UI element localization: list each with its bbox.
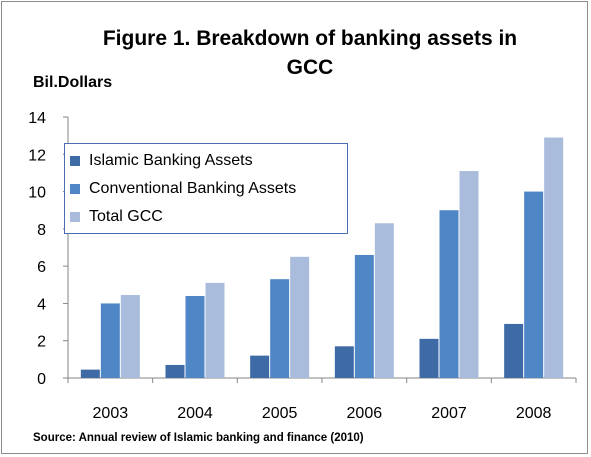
y-tick-label: 10 xyxy=(28,185,46,202)
y-tick-label: 12 xyxy=(28,147,46,164)
bar-conventional-banking-assets-2004 xyxy=(185,295,205,378)
x-tick-label: 2008 xyxy=(516,405,552,422)
bar-conventional-banking-assets-2006 xyxy=(354,254,374,378)
bar-total-gcc-2004 xyxy=(205,282,225,378)
bar-total-gcc-2008 xyxy=(544,137,564,378)
legend-swatch-islamic xyxy=(70,156,80,166)
source-note: Source: Annual review of Islamic banking… xyxy=(33,432,364,444)
legend-label-total: Total GCC xyxy=(89,208,163,225)
x-tick-label: 2004 xyxy=(177,405,213,422)
bar-total-gcc-2005 xyxy=(290,256,310,378)
bar-islamic-banking-assets-2004 xyxy=(165,364,185,378)
legend-item-total: Total GCC xyxy=(65,203,347,231)
x-tick-label: 2005 xyxy=(262,405,298,422)
legend-label-conventional: Conventional Banking Assets xyxy=(89,180,297,197)
bar-conventional-banking-assets-2005 xyxy=(270,279,290,378)
bar-total-gcc-2003 xyxy=(120,295,140,378)
y-tick-label: 6 xyxy=(37,259,46,276)
x-tick-label: 2003 xyxy=(93,405,129,422)
legend-item-conventional: Conventional Banking Assets xyxy=(65,175,347,203)
legend-label-islamic: Islamic Banking Assets xyxy=(89,152,253,169)
x-tick-label: 2006 xyxy=(347,405,383,422)
y-tick-label: 4 xyxy=(37,296,46,313)
legend-swatch-total xyxy=(70,212,80,222)
bar-total-gcc-2006 xyxy=(374,223,394,378)
bar-islamic-banking-assets-2007 xyxy=(419,338,439,378)
bar-conventional-banking-assets-2008 xyxy=(524,191,544,378)
chart-legend: Islamic Banking Assets Conventional Bank… xyxy=(64,143,348,234)
legend-item-islamic: Islamic Banking Assets xyxy=(65,147,347,175)
y-tick-label: 14 xyxy=(28,110,46,127)
bar-conventional-banking-assets-2007 xyxy=(439,210,459,378)
chart-title: Figure 1. Breakdown of banking assets in… xyxy=(102,27,518,79)
legend-swatch-conventional xyxy=(70,184,80,194)
bar-islamic-banking-assets-2006 xyxy=(334,346,354,378)
y-tick-label: 2 xyxy=(37,334,46,351)
y-axis-unit-label: Bil.Dollars xyxy=(33,74,113,91)
y-tick-label: 8 xyxy=(37,222,46,239)
bar-conventional-banking-assets-2003 xyxy=(100,303,120,378)
bar-islamic-banking-assets-2008 xyxy=(504,323,524,378)
bar-total-gcc-2007 xyxy=(459,171,479,378)
bar-islamic-banking-assets-2003 xyxy=(80,369,100,378)
x-tick-label: 2007 xyxy=(431,405,467,422)
y-tick-label: 0 xyxy=(37,371,46,388)
bar-islamic-banking-assets-2005 xyxy=(250,355,270,378)
